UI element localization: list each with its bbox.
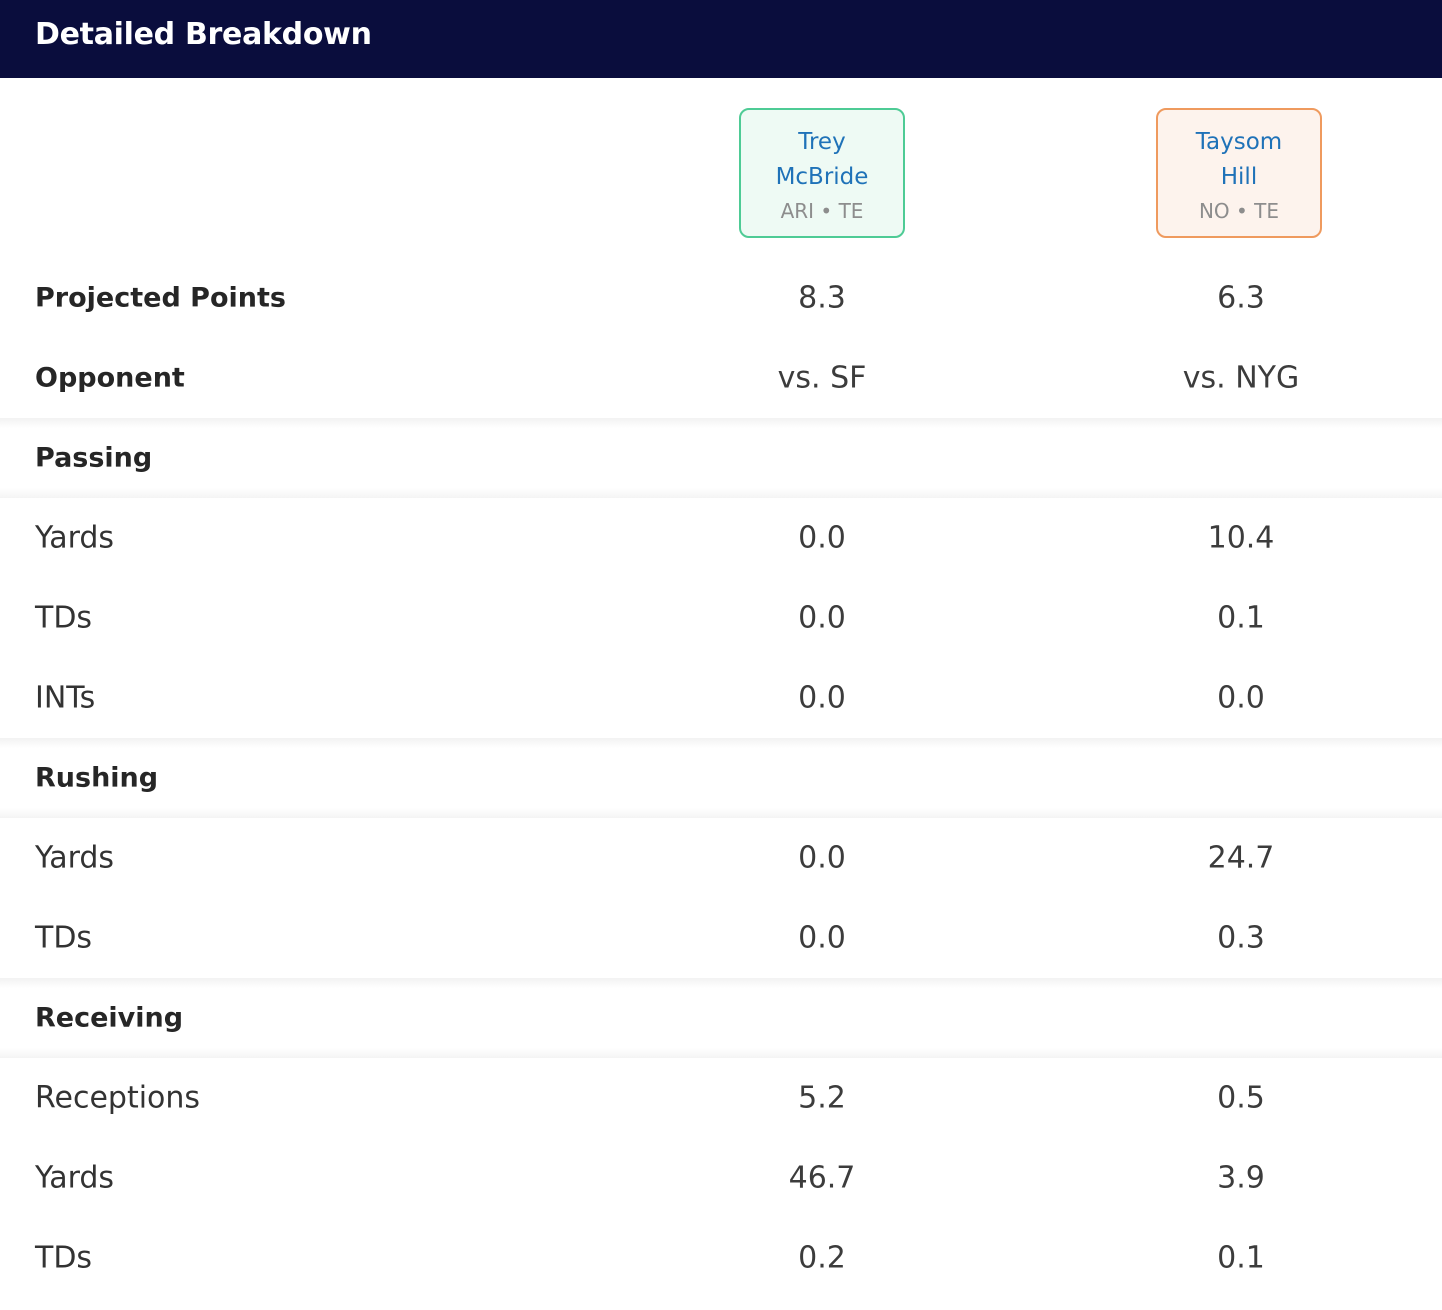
player-b-value: vs. NYG <box>1182 360 1300 396</box>
player-a-value: 0.2 <box>798 1240 846 1276</box>
breakdown-header: Detailed Breakdown <box>0 0 1442 78</box>
player-a-value: 8.3 <box>798 280 846 316</box>
stat-row-passing-ints: INTs 0.0 0.0 <box>0 658 1442 738</box>
stat-row-passing-tds: TDs 0.0 0.1 <box>0 578 1442 658</box>
player-b-value: 0.3 <box>1217 920 1265 956</box>
section-header-rushing: Rushing <box>0 738 1442 818</box>
row-label: Opponent <box>35 362 185 394</box>
row-label: Yards <box>35 840 115 876</box>
player-b-value: 0.1 <box>1217 1240 1265 1276</box>
row-label: INTs <box>35 680 96 716</box>
player-cards-row: Trey McBride ARI • TE Taysom Hill NO • T… <box>0 78 1442 258</box>
player-b-value: 0.0 <box>1217 680 1265 716</box>
row-label: TDs <box>35 920 93 956</box>
section-header-receiving: Receiving <box>0 978 1442 1058</box>
row-label: TDs <box>35 600 93 636</box>
player-last-name: Hill <box>1220 163 1258 190</box>
stat-row-opponent: Opponent vs. SF vs. NYG <box>0 338 1442 418</box>
stat-row-rushing-tds: TDs 0.0 0.3 <box>0 898 1442 978</box>
section-title: Receiving <box>35 1002 184 1034</box>
stat-row-receptions: Receptions 5.2 0.5 <box>0 1058 1442 1138</box>
player-last-name: McBride <box>775 163 869 190</box>
player-b-value: 0.1 <box>1217 600 1265 636</box>
player-a-value: 5.2 <box>798 1080 846 1116</box>
player-b-value: 6.3 <box>1217 280 1265 316</box>
player-name: Taysom Hill <box>1196 121 1282 195</box>
section-header-passing: Passing <box>0 418 1442 498</box>
stat-row-passing-yards: Yards 0.0 10.4 <box>0 498 1442 578</box>
player-team-position: NO • TE <box>1198 198 1280 223</box>
section-title: Passing <box>35 442 153 474</box>
player-a-value: 46.7 <box>788 1160 856 1196</box>
player-first-name: Trey <box>798 128 846 155</box>
player-team-position: ARI • TE <box>780 198 864 223</box>
row-label: Receptions <box>35 1080 201 1116</box>
player-card-taysom-hill[interactable]: Taysom Hill NO • TE <box>1156 108 1322 238</box>
stat-row-rushing-yards: Yards 0.0 24.7 <box>0 818 1442 898</box>
player-a-value: 0.0 <box>798 840 846 876</box>
row-label: Yards <box>35 1160 115 1196</box>
player-b-value: 3.9 <box>1217 1160 1265 1196</box>
player-a-value: 0.0 <box>798 680 846 716</box>
stat-row-receiving-yards: Yards 46.7 3.9 <box>0 1138 1442 1218</box>
player-a-value: vs. SF <box>777 360 867 396</box>
row-label: Yards <box>35 520 115 556</box>
section-title: Rushing <box>35 762 159 794</box>
page-title: Detailed Breakdown <box>35 16 372 52</box>
row-label: TDs <box>35 1240 93 1276</box>
player-a-value: 0.0 <box>798 520 846 556</box>
player-b-value: 0.5 <box>1217 1080 1265 1116</box>
player-a-value: 0.0 <box>798 600 846 636</box>
player-b-value: 10.4 <box>1207 520 1275 556</box>
player-card-trey-mcbride[interactable]: Trey McBride ARI • TE <box>739 108 905 238</box>
row-label: Projected Points <box>35 282 286 314</box>
stat-row-projected-points: Projected Points 8.3 6.3 <box>0 258 1442 338</box>
stat-row-receiving-tds: TDs 0.2 0.1 <box>0 1218 1442 1298</box>
player-first-name: Taysom <box>1195 128 1283 155</box>
player-name: Trey McBride <box>776 121 869 195</box>
player-b-value: 24.7 <box>1207 840 1275 876</box>
player-a-value: 0.0 <box>798 920 846 956</box>
